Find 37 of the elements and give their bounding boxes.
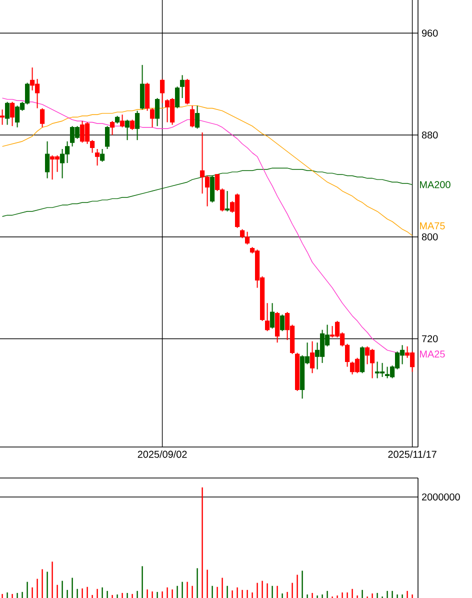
- candlestick: [190, 105, 195, 128]
- candlestick: [125, 119, 130, 141]
- candlestick: [40, 108, 45, 128]
- candlestick: [155, 98, 160, 127]
- candlestick: [150, 108, 155, 128]
- candlestick: [270, 302, 275, 330]
- y-tick-label: 2000000: [422, 493, 460, 501]
- y-tick-label: 800: [422, 233, 438, 240]
- candlestick: [265, 302, 270, 332]
- candlestick: [280, 314, 285, 332]
- y-tick-label: 880: [422, 131, 438, 139]
- candlestick: [10, 101, 15, 127]
- candlestick: [185, 78, 190, 105]
- x-tick-label: 2025/09/02: [138, 450, 187, 458]
- y-tick-label: 960: [422, 30, 438, 37]
- candlestick: [195, 105, 200, 130]
- candlestick: [175, 86, 180, 109]
- candlestick: [225, 190, 230, 212]
- candlestick: [105, 126, 110, 150]
- candlestick: [180, 74, 185, 99]
- series-label: MA25: [420, 350, 445, 358]
- candlestick: [130, 119, 135, 130]
- series-label: MA75: [420, 222, 445, 230]
- candlestick: [160, 78, 165, 104]
- x-tick-label: 2025/11/17: [388, 450, 436, 458]
- candlestick: [135, 110, 140, 141]
- candlestick: [95, 148, 100, 166]
- y-tick-label: 720: [422, 335, 438, 342]
- candlestick: [45, 140, 50, 179]
- series-label: MA200: [420, 181, 450, 188]
- candlestick: [5, 101, 10, 126]
- candlestick: [120, 114, 125, 128]
- candlestick: [110, 120, 115, 136]
- candlestick: [100, 148, 105, 162]
- candlestick: [275, 312, 280, 344]
- candlestick: [0, 109, 5, 126]
- candlestick: [310, 340, 315, 374]
